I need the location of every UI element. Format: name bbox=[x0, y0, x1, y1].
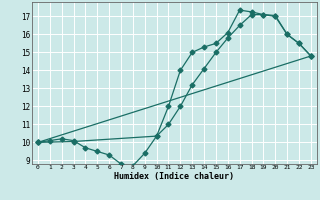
X-axis label: Humidex (Indice chaleur): Humidex (Indice chaleur) bbox=[115, 172, 234, 181]
